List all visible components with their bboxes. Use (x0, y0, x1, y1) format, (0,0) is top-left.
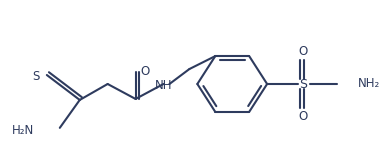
Text: O: O (140, 65, 149, 78)
Text: S: S (299, 79, 307, 91)
Text: S: S (32, 69, 40, 82)
Text: NH: NH (155, 80, 172, 92)
Text: O: O (298, 110, 308, 123)
Text: NH₂: NH₂ (358, 77, 380, 90)
Text: O: O (298, 45, 308, 58)
Text: H₂N: H₂N (12, 124, 34, 137)
